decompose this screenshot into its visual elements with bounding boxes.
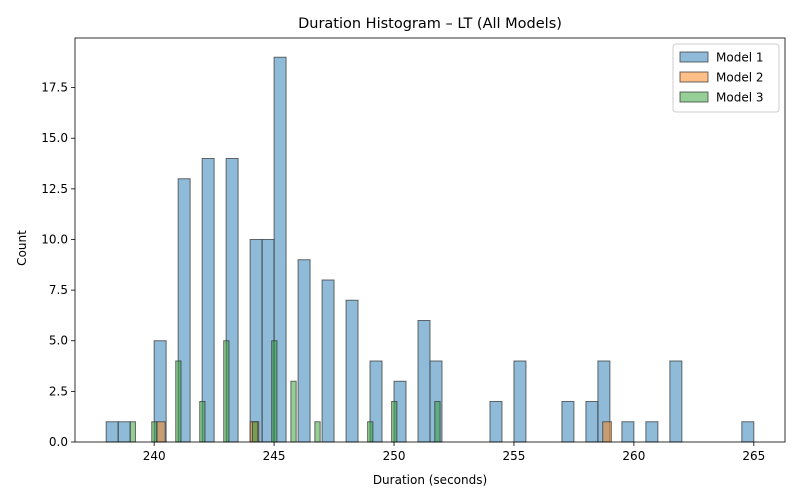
histogram-bar — [513, 360, 527, 443]
histogram-bar — [105, 421, 119, 443]
histogram-bar — [297, 259, 311, 443]
histogram-bar — [489, 400, 503, 443]
y-tick-label: 10.0 — [41, 232, 68, 246]
x-tick-label: 265 — [742, 449, 765, 463]
histogram-bar — [345, 299, 359, 443]
histogram-bar — [391, 400, 398, 443]
histogram-bar — [290, 380, 297, 443]
histogram-bar — [434, 400, 441, 443]
legend: Model 1 Model 2 Model 3 — [672, 43, 780, 113]
histogram-bar — [585, 400, 599, 443]
legend-swatch — [679, 71, 709, 83]
x-tick-label: 250 — [383, 449, 406, 463]
y-tick-label: 2.5 — [49, 384, 68, 398]
histogram-bar — [314, 421, 321, 443]
histogram-bar — [645, 421, 659, 443]
y-tick-label: 12.5 — [41, 182, 68, 196]
y-tick-label: 5.0 — [49, 334, 68, 348]
legend-item: Model 2 — [679, 71, 763, 85]
histogram-bar — [252, 421, 259, 443]
histogram-bar — [201, 157, 215, 443]
histogram-bar — [151, 421, 158, 443]
histogram-bar — [117, 421, 131, 443]
histogram-bar — [669, 360, 683, 443]
histogram-bar — [417, 319, 431, 443]
series-3 — [129, 340, 441, 443]
histogram-bar — [249, 238, 263, 443]
axes-frame — [74, 37, 786, 443]
histogram-bar — [129, 421, 136, 443]
y-axis: 0.0 2.5 5.0 7.5 10.0 12.5 15.0 17.5 — [41, 81, 75, 449]
legend-label: Model 1 — [716, 51, 763, 65]
legend-swatch — [679, 51, 709, 63]
y-tick-label: 0.0 — [49, 435, 68, 449]
histogram-bar — [321, 279, 335, 443]
histogram-bar — [621, 421, 635, 443]
legend-swatch — [679, 91, 709, 103]
x-tick-label: 240 — [143, 449, 166, 463]
y-axis-label: Count — [15, 230, 29, 266]
legend-item: Model 1 — [679, 51, 763, 65]
histogram-bar — [199, 400, 206, 443]
x-tick-label: 260 — [622, 449, 645, 463]
histogram-bar — [271, 340, 278, 443]
y-tick-label: 17.5 — [41, 81, 68, 95]
histogram-bar — [156, 421, 166, 443]
legend-item: Model 3 — [679, 91, 763, 105]
y-tick-label: 15.0 — [41, 131, 68, 145]
y-tick-label: 7.5 — [49, 283, 68, 297]
histogram-bar — [741, 421, 755, 443]
legend-label: Model 3 — [716, 91, 763, 105]
chart-title: Duration Histogram – LT (All Models) — [298, 16, 562, 32]
x-axis: 240 245 250 255 260 265 — [143, 442, 765, 463]
x-tick-label: 245 — [263, 449, 286, 463]
histogram-bar — [223, 340, 230, 443]
x-tick-label: 255 — [502, 449, 525, 463]
histogram-bar — [367, 421, 374, 443]
x-axis-label: Duration (seconds) — [373, 473, 487, 487]
histogram-bar — [561, 400, 575, 443]
histogram-bar — [602, 421, 612, 443]
histogram-bar — [175, 360, 182, 443]
legend-label: Model 2 — [716, 71, 763, 85]
